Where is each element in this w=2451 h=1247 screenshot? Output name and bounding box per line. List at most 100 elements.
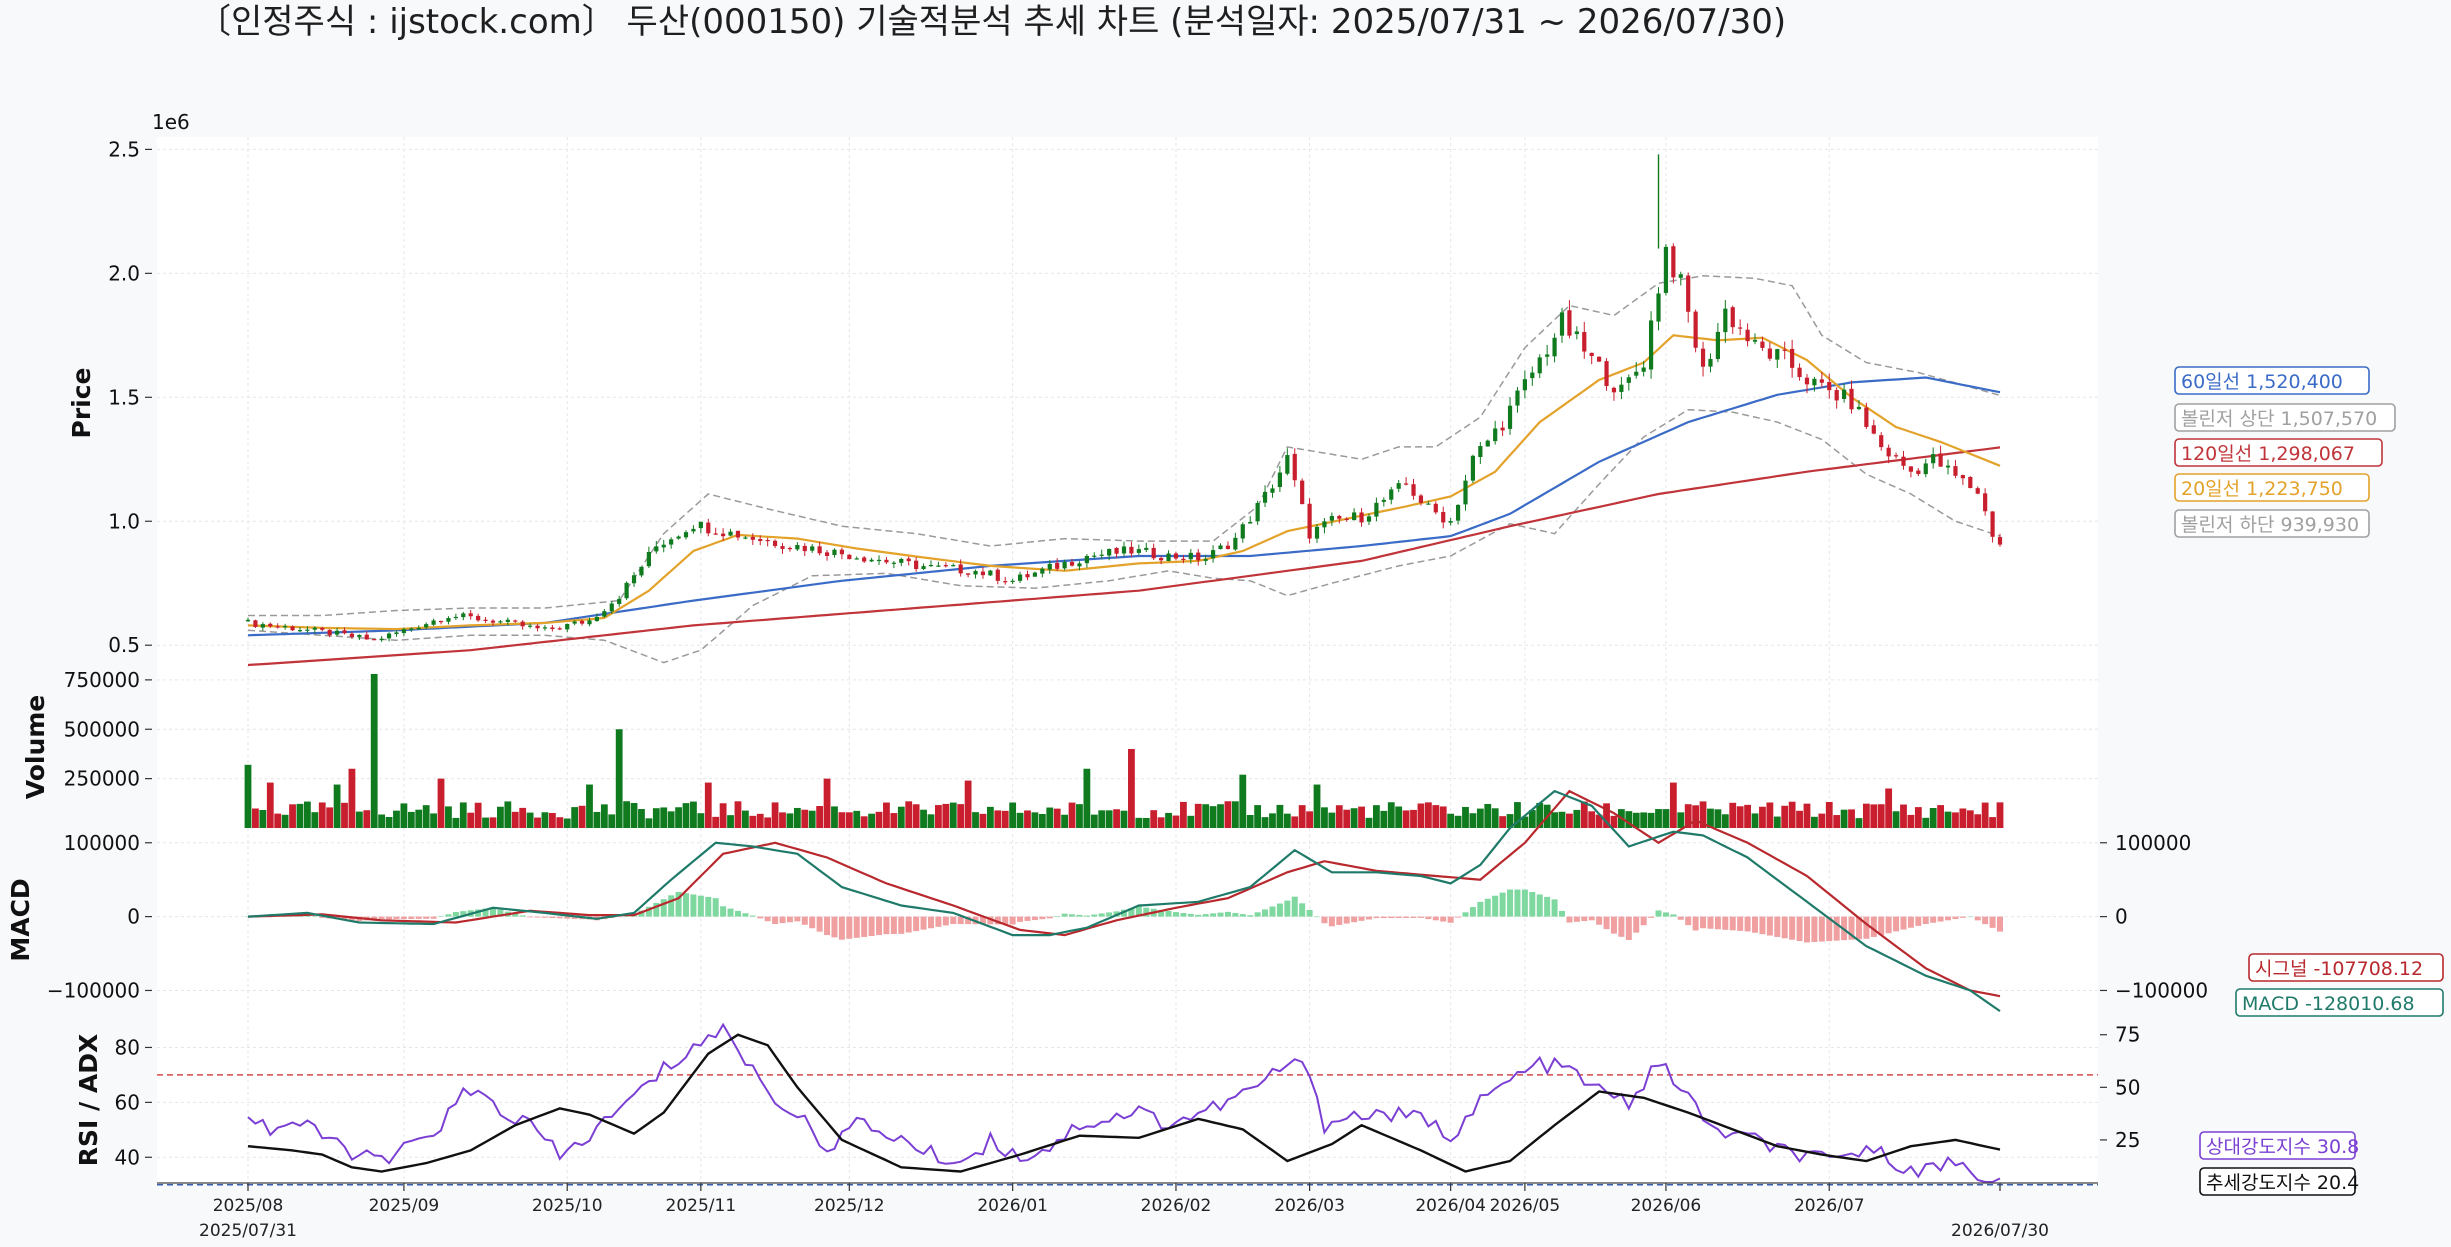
candle-body — [1344, 518, 1349, 520]
candle-body — [1040, 568, 1045, 574]
macd-hist-bar — [1633, 916, 1640, 933]
volume-bar — [511, 811, 519, 828]
macd-hist-bar — [1499, 892, 1506, 917]
macd-y-axis: 100000 0 −100000 100000 0 −100000 — [47, 831, 2208, 1003]
y-tick-label-right: 100000 — [2115, 831, 2191, 855]
candle-body — [245, 619, 251, 622]
ma120-line — [247, 446, 2001, 667]
macd-hist-bar — [1321, 916, 1328, 924]
volume-bar — [667, 811, 675, 828]
macd-hist-bar — [1655, 910, 1662, 917]
candle-body — [1003, 581, 1008, 583]
macd-hist-bar — [1737, 916, 1744, 931]
volume-bar — [1313, 784, 1321, 828]
candle-body — [1485, 440, 1490, 447]
candle-body — [1522, 379, 1527, 391]
macd-hist-bar — [1618, 916, 1625, 937]
x-tick-label: 2026/04 — [1415, 1196, 1486, 1216]
volume-bar — [1573, 809, 1581, 828]
candle-body — [1248, 522, 1253, 524]
volume-bar — [459, 802, 467, 828]
candle-body — [1871, 425, 1876, 434]
rsi-y-axis: 40 60 80 25 50 75 — [115, 1023, 2141, 1170]
volume-bar — [370, 673, 378, 828]
candle-body — [951, 565, 956, 567]
candle-body — [587, 620, 592, 625]
candle-body — [654, 546, 659, 552]
volume-bar — [333, 784, 341, 828]
macd-panel: 100000 0 −100000 100000 0 −100000 MACD 시그널 -1… — [6, 789, 2444, 1020]
volume-bar — [452, 817, 460, 828]
volume-bar — [853, 810, 861, 828]
volume-bar — [1907, 814, 1915, 828]
volume-bar — [497, 806, 504, 828]
candle-body — [1641, 367, 1646, 372]
y-tick-label-left: −100000 — [47, 978, 140, 1002]
candle-body — [1775, 349, 1780, 360]
candle-body — [862, 557, 867, 562]
volume-bar — [675, 807, 682, 828]
macd-hist-bar — [423, 916, 430, 919]
candle-body — [876, 559, 882, 562]
macd-hist-bar — [638, 910, 645, 917]
volume-bar — [1202, 804, 1210, 828]
macd-hist-bar — [1224, 911, 1231, 917]
candle-body — [542, 627, 548, 629]
volume-bar — [1179, 801, 1187, 828]
volume-bar — [1343, 809, 1351, 828]
candle-body — [1923, 463, 1928, 475]
macd-legend: 시그널 -107708.12 MACD -128010.68 — [2235, 953, 2444, 1017]
volume-bar — [244, 764, 252, 828]
macd-hist-bar — [1039, 916, 1046, 920]
macd-hist-bar — [549, 916, 556, 919]
volume-bar — [1840, 809, 1848, 828]
macd-hist-bar — [965, 916, 972, 925]
volume-bar — [571, 807, 579, 828]
candle-body — [869, 559, 874, 562]
candle-body — [988, 570, 993, 576]
volume-bar — [1239, 774, 1247, 828]
volume-bar — [1031, 812, 1039, 828]
legend-box — [2174, 509, 2370, 538]
candle-body — [691, 528, 696, 532]
candle-body — [401, 629, 406, 634]
volume-bar — [1833, 815, 1841, 828]
candle-body — [498, 621, 503, 623]
candle-body — [290, 626, 295, 631]
volume-bar — [474, 802, 482, 828]
macd-hist-bar — [1365, 916, 1372, 920]
macd-hist-bar — [1336, 916, 1343, 925]
price-y-axis: 0.5 1.0 1.5 2.0 2.5 — [108, 137, 152, 657]
candle-body — [1997, 537, 2003, 545]
legend-box — [2174, 403, 2396, 432]
volume-bar — [296, 803, 304, 828]
volume-bar — [1194, 803, 1202, 828]
candle-body — [1626, 377, 1631, 383]
candle-body — [520, 621, 525, 627]
volume-bar — [1365, 817, 1373, 828]
volume-bar — [816, 806, 824, 828]
candle-body — [1856, 406, 1862, 410]
volume-bar — [1298, 805, 1306, 828]
candle-body — [1648, 320, 1654, 370]
candle-body — [847, 554, 852, 560]
macd-hist-bar — [1729, 916, 1736, 931]
y-tick-label: 500000 — [64, 717, 140, 741]
volume-bar — [712, 816, 720, 828]
macd-hist-bar — [1700, 916, 1707, 929]
macd-hist-bar — [1967, 916, 1974, 918]
candle-body — [1663, 246, 1669, 293]
macd-hist-bar — [1440, 916, 1447, 922]
macd-hist-bar — [1262, 909, 1269, 917]
macd-hist-bar — [1789, 916, 1796, 940]
volume-bar — [548, 812, 556, 828]
candle-body — [839, 549, 844, 555]
x-tick-label: 2026/05 — [1490, 1196, 1561, 1216]
candle-body — [1842, 389, 1847, 399]
candle-body — [1537, 357, 1542, 374]
volume-bar — [1669, 782, 1677, 828]
candle-body — [1010, 580, 1015, 582]
volume-bar — [348, 768, 356, 828]
macd-hist-bar — [1670, 914, 1677, 917]
macd-hist-bar — [1269, 906, 1276, 917]
